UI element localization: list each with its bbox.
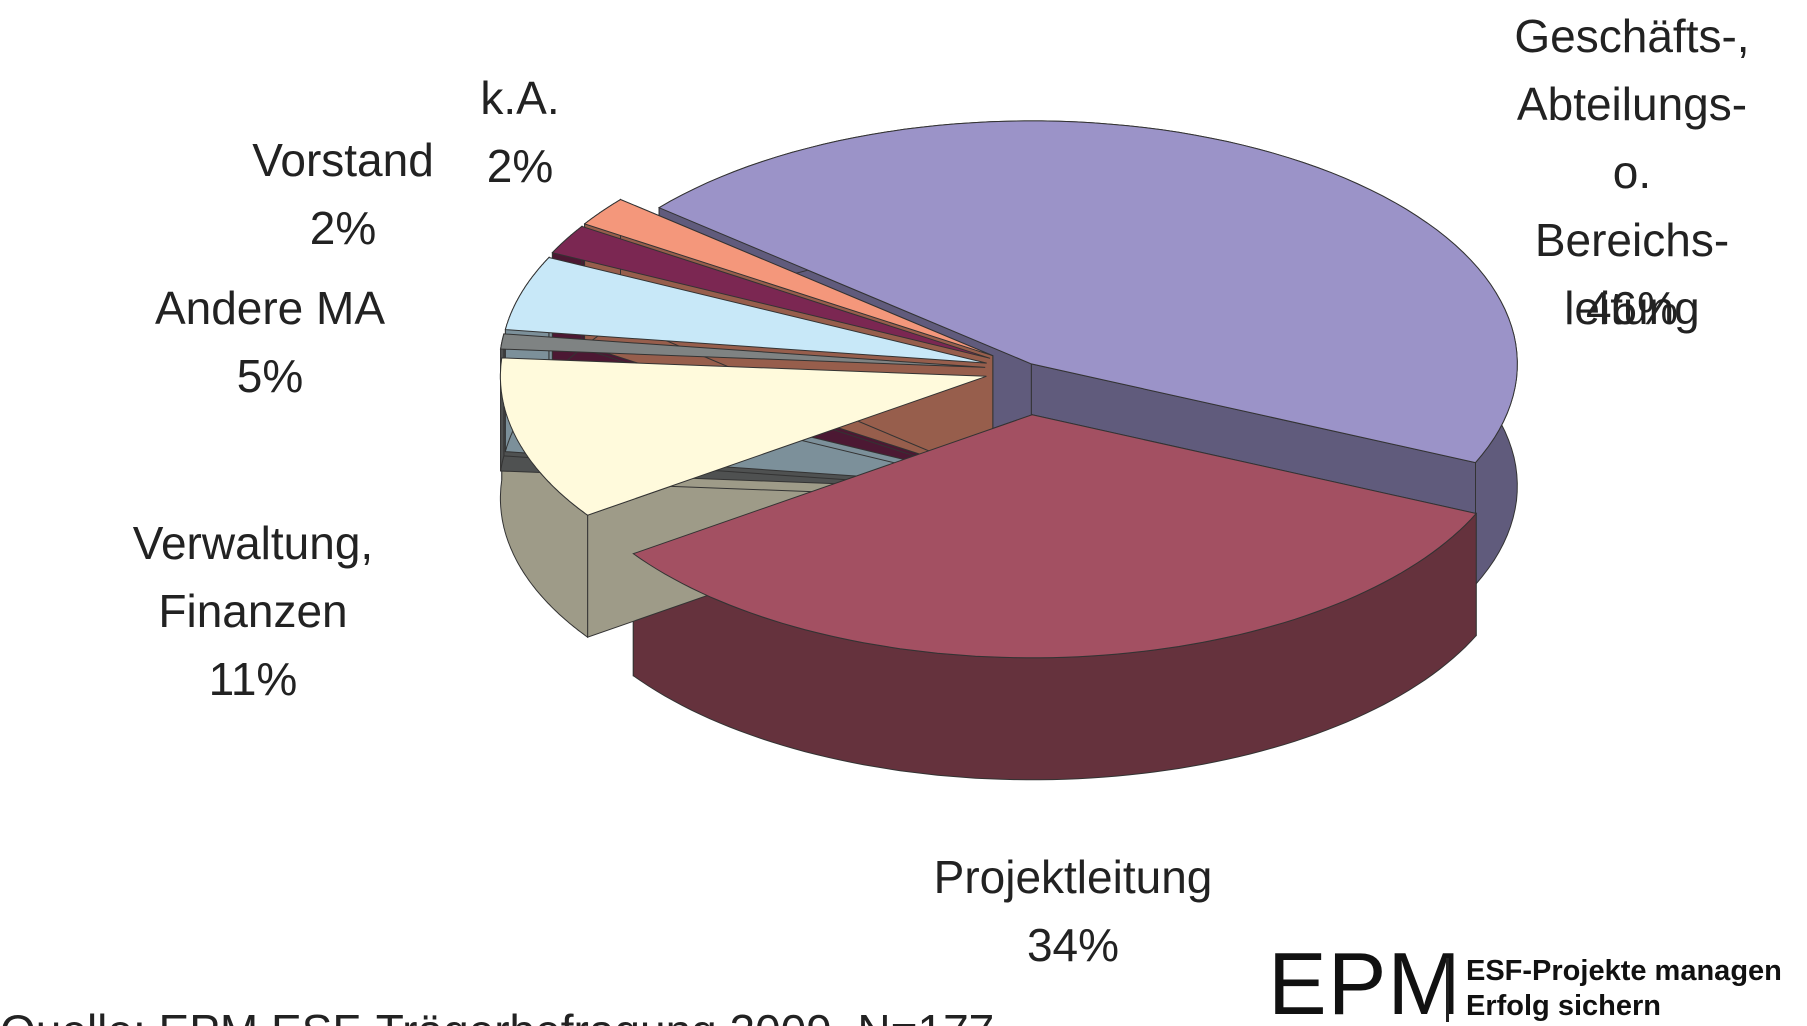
slice-label: Verwaltung, Finanzen [133,509,373,645]
value-label: 2% [487,132,553,200]
value-label: 5% [237,342,303,410]
value-label: 11% [209,645,298,713]
logo-divider [1446,958,1449,1022]
page: Quelle: EPM ESF-Trägerbefragung 2009, N=… [0,0,1807,1026]
logo-title: EPM [1268,940,1462,1026]
slice-label: Andere MA [155,274,385,342]
slice-label: Vorstand [252,126,434,194]
value-label: 34% [1027,911,1119,979]
value-label: 2% [310,194,376,262]
source-note: Quelle: EPM ESF-Trägerbefragung 2009, N=… [0,1004,994,1026]
slice-label: Projektleitung [934,843,1213,911]
slice-label: k.A. [480,64,559,132]
logo-line: Erfolg sichern [1466,990,1661,1023]
value-label: 46% [1586,274,1678,342]
logo-line: ESF-Projekte managen [1466,955,1782,988]
